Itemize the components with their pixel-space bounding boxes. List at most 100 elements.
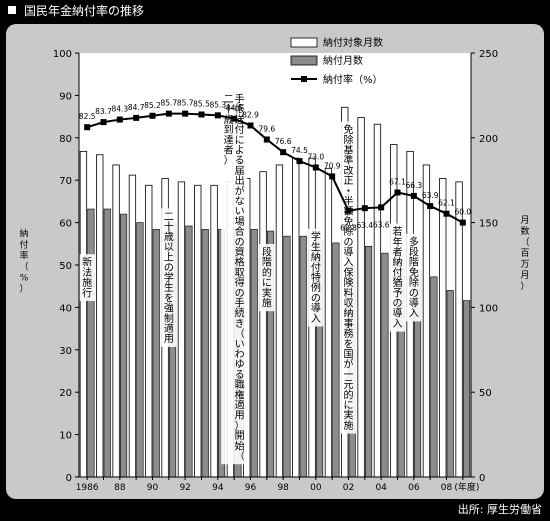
y-left-tick-label: 90 bbox=[59, 91, 72, 102]
annotation-char: に bbox=[344, 400, 354, 412]
annotation-char: な bbox=[235, 196, 245, 208]
annotation-char: よ bbox=[235, 145, 245, 157]
annotation-char: を bbox=[164, 292, 174, 304]
y-right-tick-label: 250 bbox=[479, 49, 498, 60]
annotation-char: ゆ bbox=[235, 359, 245, 371]
annotation-char: 多 bbox=[409, 235, 419, 248]
x-tick-label: 94 bbox=[212, 483, 224, 493]
y-left-tick-label: 50 bbox=[59, 261, 72, 272]
annotation-char: 法 bbox=[82, 266, 92, 279]
annotation-char: 免 bbox=[344, 123, 354, 136]
rate-data-label: 76.6 bbox=[275, 137, 292, 146]
annotation-char: 導 bbox=[409, 297, 419, 310]
annotation-char: わ bbox=[235, 349, 245, 361]
rate-point bbox=[133, 114, 140, 121]
bar-paid-months bbox=[332, 242, 340, 478]
annotation-char: 改 bbox=[344, 164, 354, 177]
rate-data-label: 66.3 bbox=[405, 181, 422, 190]
annotation-char: の bbox=[393, 299, 403, 310]
bar-target-months bbox=[259, 171, 267, 478]
annotation-char: 施 bbox=[82, 276, 92, 289]
rate-data-label: 83.7 bbox=[95, 107, 112, 116]
annotation-char: 正 bbox=[344, 176, 354, 187]
annotation-char: 猶 bbox=[393, 276, 403, 289]
y-left-tick-label: 100 bbox=[53, 49, 72, 60]
annotation-char: を bbox=[344, 338, 354, 350]
bar-paid-months bbox=[283, 235, 291, 478]
y-right-axis-label-char: 月 bbox=[520, 215, 529, 226]
annotation-char: 手 bbox=[235, 93, 245, 106]
y-left-axis-label-char: 付 bbox=[19, 240, 28, 251]
annotation-char: 届 bbox=[235, 165, 245, 177]
legend-swatch-paid bbox=[290, 55, 318, 66]
annotation-char: 適 bbox=[235, 399, 245, 412]
annotation-char: 特 bbox=[311, 272, 321, 284]
annotation-char: （ bbox=[235, 451, 245, 463]
annotation-char: 入 bbox=[409, 309, 419, 320]
y-right-axis-label-char: 百 bbox=[520, 248, 529, 259]
bar-target-months bbox=[96, 154, 104, 478]
annotation-char: 出 bbox=[235, 174, 245, 187]
x-tick-label: 06 bbox=[408, 483, 420, 493]
y-left-axis-label-char: ） bbox=[19, 284, 28, 295]
y-right-tick-label: 100 bbox=[479, 303, 498, 314]
y-left-tick-label: 80 bbox=[59, 134, 72, 145]
annotation-char: 施 bbox=[262, 297, 272, 310]
bar-paid-months bbox=[299, 235, 307, 478]
rate-point bbox=[247, 122, 254, 129]
x-tick-label: 1986 bbox=[76, 483, 99, 493]
annotation-char: が bbox=[235, 184, 245, 197]
annotation-char: る bbox=[235, 155, 245, 167]
rate-point bbox=[329, 173, 336, 180]
bar-paid-months bbox=[185, 225, 193, 478]
x-tick-label: 04 bbox=[375, 483, 387, 493]
x-tick-label: 96 bbox=[245, 483, 257, 493]
annotation-char: 歳 bbox=[224, 114, 234, 126]
annotation-char: 者 bbox=[224, 145, 234, 157]
bar-paid-months bbox=[87, 208, 95, 478]
bar-paid-months bbox=[463, 300, 471, 478]
annotation-char: 導 bbox=[344, 246, 354, 259]
y-left-axis-label-char: （ bbox=[19, 262, 28, 273]
rate-point bbox=[214, 112, 221, 119]
x-tick-label: 08 bbox=[441, 483, 453, 493]
annotation-char: の bbox=[235, 237, 245, 248]
annotation-char: 除 bbox=[344, 133, 354, 146]
rate-data-label: 63.9 bbox=[422, 191, 439, 200]
annotation-char: 帳 bbox=[235, 103, 245, 116]
annotation-char: 学 bbox=[311, 230, 321, 243]
annotation-char: 新 bbox=[82, 256, 92, 269]
annotation-char: 元 bbox=[344, 380, 354, 391]
annotation-char: 者 bbox=[393, 247, 403, 259]
annotation-char: 十 bbox=[164, 220, 174, 233]
rate-data-label: 84.5 bbox=[226, 104, 243, 113]
annotation-char: 付 bbox=[311, 261, 321, 274]
title-bullet-icon bbox=[8, 6, 16, 14]
annotation-char: 一 bbox=[344, 370, 354, 381]
bar-target-months bbox=[422, 164, 431, 478]
rate-data-label: 85.7 bbox=[177, 99, 194, 108]
annotation-char: の bbox=[311, 293, 321, 304]
y-left-tick-label: 0 bbox=[66, 473, 72, 484]
bar-paid-months bbox=[120, 213, 128, 478]
y-left-tick-label: 40 bbox=[59, 303, 72, 314]
annotation-char: 収 bbox=[344, 298, 354, 310]
rate-point bbox=[263, 136, 270, 143]
annotation-char: 格 bbox=[235, 256, 245, 269]
bar-target-months bbox=[292, 157, 300, 478]
annotation-char: 職 bbox=[235, 379, 245, 391]
rate-data-label: 74.5 bbox=[291, 146, 308, 155]
annotation-char: 料 bbox=[344, 286, 354, 299]
rate-point bbox=[312, 164, 319, 171]
bar-target-months bbox=[128, 174, 137, 478]
rate-point bbox=[345, 207, 352, 214]
annotation-char: 事 bbox=[344, 317, 354, 330]
bar-target-months bbox=[275, 164, 284, 478]
annotation-char: 用 bbox=[164, 334, 174, 345]
rate-point bbox=[280, 149, 287, 156]
annotation-char: き bbox=[235, 318, 245, 330]
annotation-char: 施 bbox=[344, 419, 354, 432]
annotation-char: 納 bbox=[393, 256, 403, 269]
annotation-char: 用 bbox=[235, 411, 245, 422]
bar-target-months bbox=[373, 123, 382, 478]
